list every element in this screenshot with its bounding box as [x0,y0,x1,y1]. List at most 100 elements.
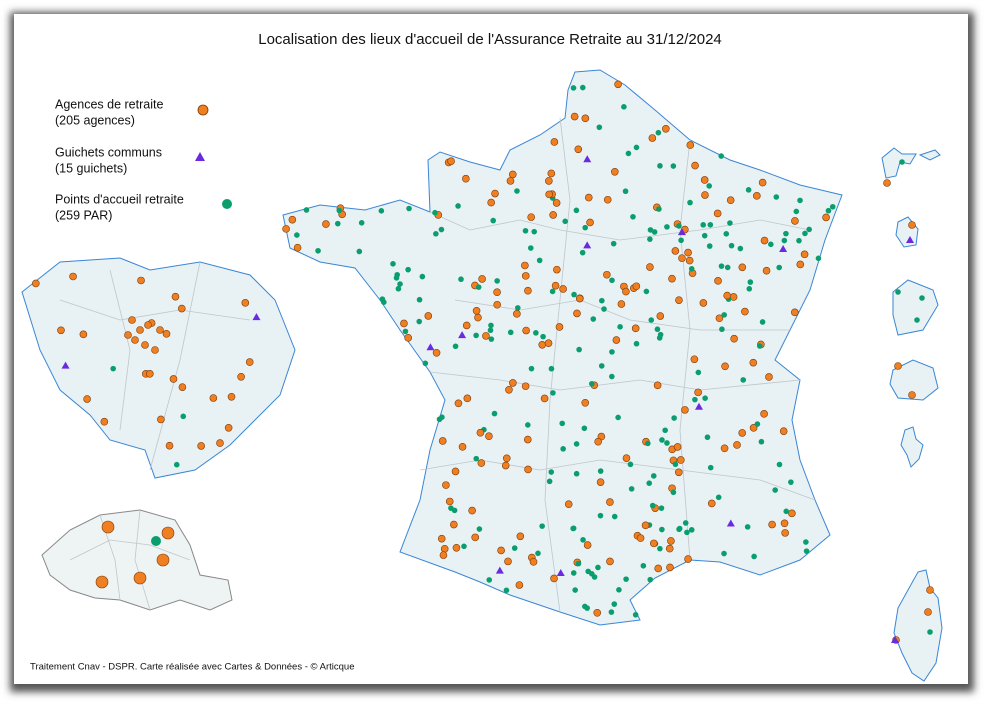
agency-marker [432,349,441,357]
agency-marker [654,564,663,573]
agency-marker [606,557,614,566]
reception-point-marker [582,603,588,610]
agency-marker [162,330,171,338]
agency-marker [822,213,830,222]
reception-point-marker [776,461,783,468]
reception-point-marker [503,587,510,594]
reception-point-marker [700,222,707,228]
agency-marker [650,539,658,548]
agency-marker [458,443,467,451]
reception-point-marker [718,153,724,159]
reception-point-marker [651,229,658,235]
agency-marker [224,423,233,432]
agency-marker [505,385,513,394]
territories [21,69,943,682]
agency-marker [452,543,461,552]
agency-marker [550,138,559,146]
agency-marker [581,399,590,407]
agency-marker [521,272,530,280]
reception-point-marker [757,343,763,349]
reception-point-marker [707,221,714,228]
reception-point-marker [695,369,702,376]
reception-point-marker [405,266,411,273]
reception-point-marker [609,349,615,355]
agency-marker [648,134,657,142]
joint-desk-marker [583,155,592,163]
reception-point-marker [597,512,604,519]
agency-marker [700,176,709,184]
reception-point-marker [180,413,187,420]
footer-credit: Traitement Cnav - DSPR. Carte réalisée a… [30,662,355,673]
reception-point-marker [622,188,629,195]
agency-marker [439,551,448,559]
agency-marker [738,429,747,437]
joint-desk-marker [252,313,261,321]
agency-marker [573,309,581,318]
agency-marker [622,454,631,462]
reception-point-marker [632,611,639,618]
reception-point-marker [573,470,580,477]
agency-marker [551,281,560,290]
reception-point-marker [110,365,116,372]
agency-marker [400,319,408,328]
legend-symbol [222,199,232,209]
agency-marker [552,199,561,207]
reception-point-marker [670,163,677,169]
agency-marker [765,373,773,381]
agency-marker [501,461,510,470]
agency-marker [614,80,622,89]
agency-marker [586,218,594,227]
reception-point-marker [570,85,577,91]
reception-point-marker [294,232,300,238]
agency-marker [760,236,769,245]
agency-marker [593,609,602,617]
reception-point-marker [597,468,604,474]
agency-marker [713,209,722,218]
reception-point-marker [633,340,640,347]
paris-inset [41,509,233,611]
agency-marker [454,399,463,408]
reception-point-marker [550,390,556,396]
ile-de-france-inset [21,257,296,479]
reception-point-marker [829,203,836,210]
reception-point-marker [406,205,412,212]
agency-marker [245,358,254,366]
reception-point-marker [654,326,661,333]
reception-point-marker [747,279,754,285]
agency-marker [926,586,934,594]
reception-point-marker [438,226,445,233]
reception-point-marker [768,241,774,248]
reception-point-marker [378,208,385,214]
reception-point-marker [692,396,698,403]
reception-point-marker [643,288,650,295]
reception-point-marker [433,230,439,237]
joint-desk-marker [891,636,899,643]
reception-point-marker [173,461,180,468]
agency-marker [632,282,641,291]
reception-point-marker [656,335,663,341]
agency-marker [141,341,149,349]
agency-marker [894,362,902,370]
agency-marker [641,521,650,530]
reception-point-marker [746,285,753,292]
reception-point-marker [728,242,735,249]
reception-point-marker [596,124,603,131]
reception-point-marker [772,487,778,493]
reception-point-marker [379,296,386,302]
legend-symbol [195,152,205,161]
agency-marker [524,286,532,295]
agency-marker [583,541,592,549]
joint-desk-marker [726,519,735,527]
reception-point-marker [676,525,683,532]
agency-marker [178,383,187,391]
agency-marker [522,326,530,335]
joint-desk-marker [906,236,914,243]
reception-point-marker [664,440,670,446]
reception-point-marker [630,213,636,220]
markers [32,80,934,644]
reception-point-marker [640,562,647,569]
agency-marker [596,478,605,486]
agency-marker [506,177,515,185]
reception-point-marker [914,317,920,323]
reception-point-marker [571,291,577,298]
